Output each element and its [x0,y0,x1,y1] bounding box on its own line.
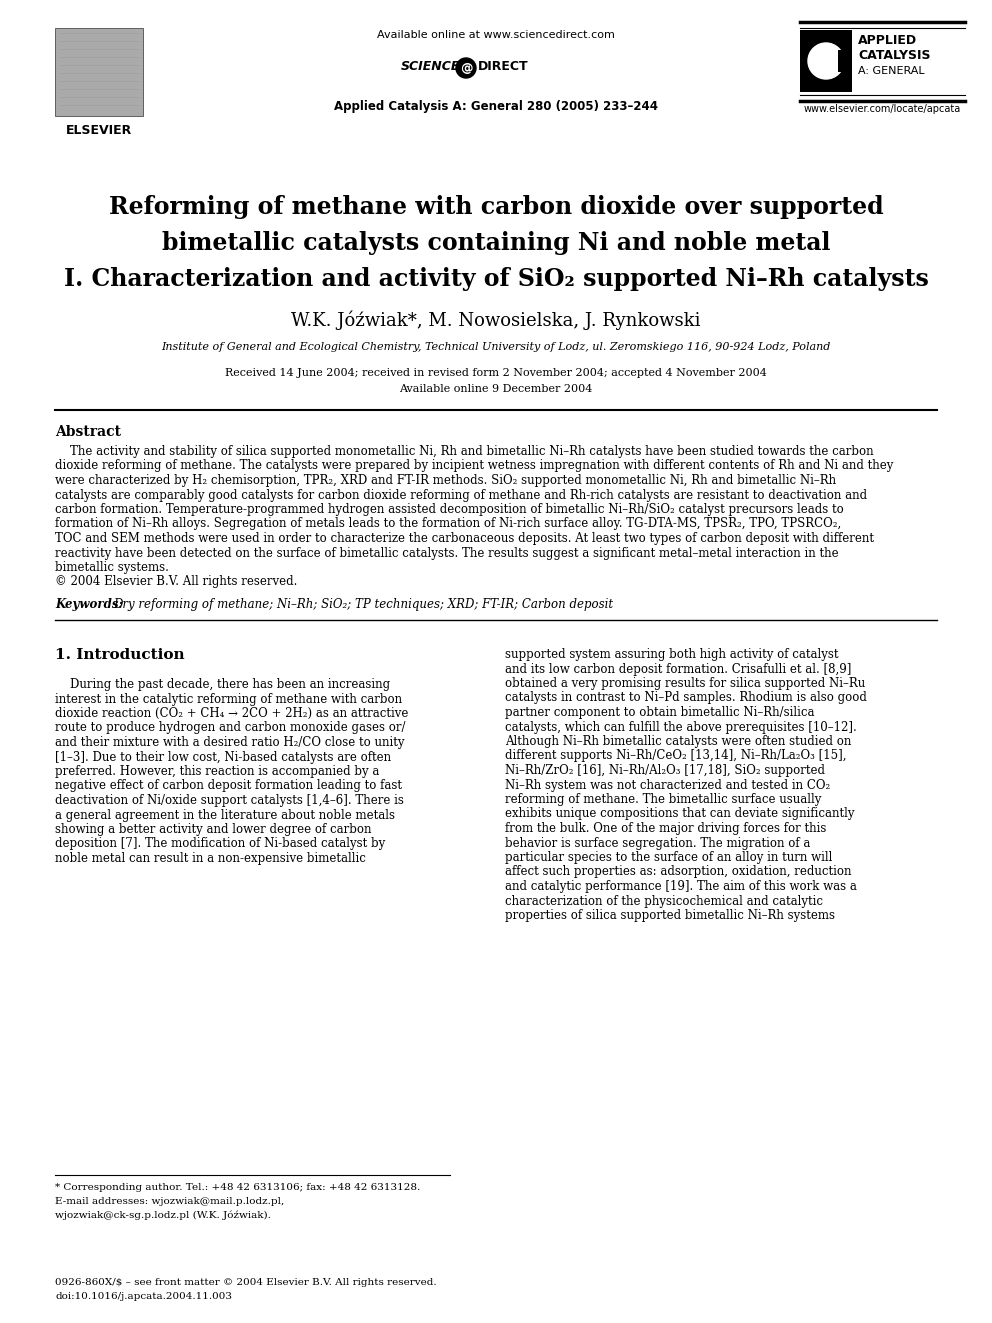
Text: During the past decade, there has been an increasing: During the past decade, there has been a… [55,677,390,691]
Circle shape [456,58,476,78]
Text: carbon formation. Temperature-programmed hydrogen assisted decomposition of bime: carbon formation. Temperature-programmed… [55,503,844,516]
Text: 1. Introduction: 1. Introduction [55,648,185,662]
Text: [1–3]. Due to their low cost, Ni-based catalysts are often: [1–3]. Due to their low cost, Ni-based c… [55,750,391,763]
Text: Keywords:: Keywords: [55,598,123,611]
Text: @: @ [459,61,472,74]
Text: APPLIED: APPLIED [858,34,918,48]
Text: Ni–Rh/ZrO₂ [16], Ni–Rh/Al₂O₃ [17,18], SiO₂ supported: Ni–Rh/ZrO₂ [16], Ni–Rh/Al₂O₃ [17,18], Si… [505,763,825,777]
Text: noble metal can result in a non-expensive bimetallic: noble metal can result in a non-expensiv… [55,852,366,865]
Text: particular species to the surface of an alloy in turn will: particular species to the surface of an … [505,851,832,864]
Text: The activity and stability of silica supported monometallic Ni, Rh and bimetalli: The activity and stability of silica sup… [55,445,874,458]
Text: partner component to obtain bimetallic Ni–Rh/silica: partner component to obtain bimetallic N… [505,706,814,718]
Text: Reforming of methane with carbon dioxide over supported: Reforming of methane with carbon dioxide… [109,194,883,220]
Text: Received 14 June 2004; received in revised form 2 November 2004; accepted 4 Nove: Received 14 June 2004; received in revis… [225,368,767,378]
Text: Although Ni–Rh bimetallic catalysts were often studied on: Although Ni–Rh bimetallic catalysts were… [505,736,851,747]
Text: CATALYSIS: CATALYSIS [858,49,930,62]
Text: reforming of methane. The bimetallic surface usually: reforming of methane. The bimetallic sur… [505,792,821,806]
Text: different supports Ni–Rh/CeO₂ [13,14], Ni–Rh/La₂O₃ [15],: different supports Ni–Rh/CeO₂ [13,14], N… [505,750,846,762]
Text: and its low carbon deposit formation. Crisafulli et al. [8,9]: and its low carbon deposit formation. Cr… [505,663,851,676]
Text: Available online 9 December 2004: Available online 9 December 2004 [400,384,592,394]
Text: bimetallic systems.: bimetallic systems. [55,561,169,574]
Text: supported system assuring both high activity of catalyst: supported system assuring both high acti… [505,648,838,662]
Text: interest in the catalytic reforming of methane with carbon: interest in the catalytic reforming of m… [55,692,402,705]
Text: ELSEVIER: ELSEVIER [65,124,132,138]
Text: obtained a very promising results for silica supported Ni–Ru: obtained a very promising results for si… [505,677,865,691]
Text: © 2004 Elsevier B.V. All rights reserved.: © 2004 Elsevier B.V. All rights reserved… [55,576,298,589]
Text: TOC and SEM methods were used in order to characterize the carbonaceous deposits: TOC and SEM methods were used in order t… [55,532,874,545]
Text: deposition [7]. The modification of Ni-based catalyst by: deposition [7]. The modification of Ni-b… [55,837,385,851]
Text: SCIENCE: SCIENCE [401,60,460,73]
Text: deactivation of Ni/oxide support catalysts [1,4–6]. There is: deactivation of Ni/oxide support catalys… [55,794,404,807]
Text: DIRECT: DIRECT [478,60,529,73]
Text: www.elsevier.com/locate/apcata: www.elsevier.com/locate/apcata [804,105,961,114]
Text: behavior is surface segregation. The migration of a: behavior is surface segregation. The mig… [505,836,810,849]
Text: bimetallic catalysts containing Ni and noble metal: bimetallic catalysts containing Ni and n… [162,232,830,255]
Text: A: GENERAL: A: GENERAL [858,66,925,75]
Text: reactivity have been detected on the surface of bimetallic catalysts. The result: reactivity have been detected on the sur… [55,546,838,560]
Text: dioxide reaction (CO₂ + CH₄ → 2CO + 2H₂) as an attractive: dioxide reaction (CO₂ + CH₄ → 2CO + 2H₂)… [55,706,409,720]
Text: affect such properties as: adsorption, oxidation, reduction: affect such properties as: adsorption, o… [505,865,851,878]
Text: 0926-860X/$ – see front matter © 2004 Elsevier B.V. All rights reserved.: 0926-860X/$ – see front matter © 2004 El… [55,1278,436,1287]
Bar [838,50,852,71]
Text: dioxide reforming of methane. The catalysts were prepared by incipient wetness i: dioxide reforming of methane. The cataly… [55,459,894,472]
Text: Dry reforming of methane; Ni–Rh; SiO₂; TP techniques; XRD; FT-IR; Carbon deposit: Dry reforming of methane; Ni–Rh; SiO₂; T… [113,598,613,611]
Text: W.K. Jóźwiak*, M. Nowosielska, J. Rynkowski: W.K. Jóźwiak*, M. Nowosielska, J. Rynkow… [292,310,700,329]
Text: catalysts, which can fulfill the above prerequisites [10–12].: catalysts, which can fulfill the above p… [505,721,857,733]
Text: route to produce hydrogen and carbon monoxide gases or/: route to produce hydrogen and carbon mon… [55,721,406,734]
Text: and catalytic performance [19]. The aim of this work was a: and catalytic performance [19]. The aim … [505,880,857,893]
Text: preferred. However, this reaction is accompanied by a: preferred. However, this reaction is acc… [55,765,379,778]
Text: catalysts in contrast to Ni–Pd samples. Rhodium is also good: catalysts in contrast to Ni–Pd samples. … [505,692,867,705]
Text: E-mail addresses: wjozwiak@mail.p.lodz.pl,: E-mail addresses: wjozwiak@mail.p.lodz.p… [55,1197,285,1207]
Text: Applied Catalysis A: General 280 (2005) 233–244: Applied Catalysis A: General 280 (2005) … [334,101,658,112]
Text: ·: · [521,60,525,73]
Circle shape [808,44,844,79]
Text: Abstract: Abstract [55,425,121,439]
Text: catalysts are comparably good catalysts for carbon dioxide reforming of methane : catalysts are comparably good catalysts … [55,488,867,501]
Text: wjozwiak@ck-sg.p.lodz.pl (W.K. Jóźwiak).: wjozwiak@ck-sg.p.lodz.pl (W.K. Jóźwiak). [55,1211,271,1221]
Text: and their mixture with a desired ratio H₂/CO close to unity: and their mixture with a desired ratio H… [55,736,405,749]
Text: Ni–Rh system was not characterized and tested in CO₂: Ni–Rh system was not characterized and t… [505,778,830,791]
Bar [800,30,852,93]
Text: negative effect of carbon deposit formation leading to fast: negative effect of carbon deposit format… [55,779,402,792]
Text: a general agreement in the literature about noble metals: a general agreement in the literature ab… [55,808,395,822]
Text: * Corresponding author. Tel.: +48 42 6313106; fax: +48 42 6313128.: * Corresponding author. Tel.: +48 42 631… [55,1183,421,1192]
Text: Available online at www.sciencedirect.com: Available online at www.sciencedirect.co… [377,30,615,40]
Text: Institute of General and Ecological Chemistry, Technical University of Lodz, ul.: Institute of General and Ecological Chem… [162,343,830,352]
Text: showing a better activity and lower degree of carbon: showing a better activity and lower degr… [55,823,371,836]
Text: were characterized by H₂ chemisorption, TPR₂, XRD and FT-IR methods. SiO₂ suppor: were characterized by H₂ chemisorption, … [55,474,836,487]
Text: characterization of the physicochemical and catalytic: characterization of the physicochemical … [505,894,823,908]
Text: doi:10.1016/j.apcata.2004.11.003: doi:10.1016/j.apcata.2004.11.003 [55,1293,232,1301]
Text: from the bulk. One of the major driving forces for this: from the bulk. One of the major driving … [505,822,826,835]
Text: properties of silica supported bimetallic Ni–Rh systems: properties of silica supported bimetalli… [505,909,835,922]
Bar [55,28,143,116]
Text: formation of Ni–Rh alloys. Segregation of metals leads to the formation of Ni-ri: formation of Ni–Rh alloys. Segregation o… [55,517,841,531]
Text: I. Characterization and activity of SiO₂ supported Ni–Rh catalysts: I. Characterization and activity of SiO₂… [63,267,929,291]
Text: exhibits unique compositions that can deviate significantly: exhibits unique compositions that can de… [505,807,854,820]
